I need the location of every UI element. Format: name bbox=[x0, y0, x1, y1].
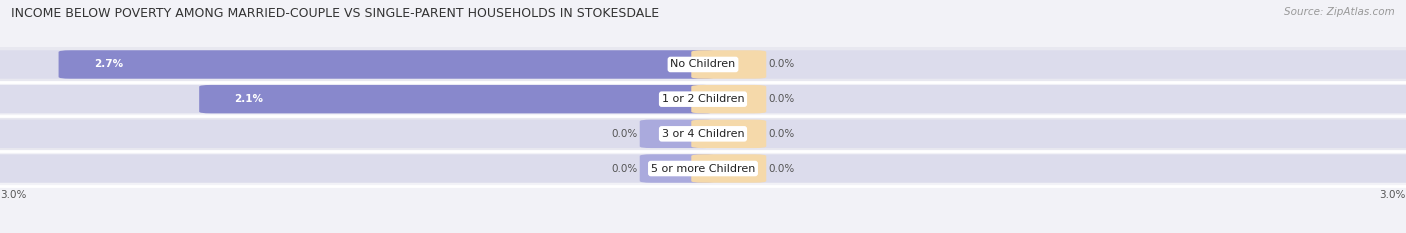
FancyBboxPatch shape bbox=[692, 154, 766, 183]
Text: 0.0%: 0.0% bbox=[769, 94, 794, 104]
Text: 1 or 2 Children: 1 or 2 Children bbox=[662, 94, 744, 104]
FancyBboxPatch shape bbox=[692, 154, 1406, 183]
FancyBboxPatch shape bbox=[692, 50, 1406, 79]
Text: 3 or 4 Children: 3 or 4 Children bbox=[662, 129, 744, 139]
Text: 2.1%: 2.1% bbox=[235, 94, 263, 104]
FancyBboxPatch shape bbox=[640, 154, 714, 183]
Text: 5 or more Children: 5 or more Children bbox=[651, 164, 755, 174]
FancyBboxPatch shape bbox=[0, 50, 714, 79]
Text: 2.7%: 2.7% bbox=[94, 59, 122, 69]
FancyBboxPatch shape bbox=[692, 50, 766, 79]
FancyBboxPatch shape bbox=[0, 82, 1406, 116]
FancyBboxPatch shape bbox=[640, 120, 714, 148]
FancyBboxPatch shape bbox=[0, 120, 714, 148]
FancyBboxPatch shape bbox=[0, 154, 714, 183]
FancyBboxPatch shape bbox=[59, 50, 714, 79]
FancyBboxPatch shape bbox=[692, 120, 1406, 148]
FancyBboxPatch shape bbox=[692, 85, 766, 113]
FancyBboxPatch shape bbox=[0, 116, 1406, 151]
FancyBboxPatch shape bbox=[692, 120, 766, 148]
Text: 0.0%: 0.0% bbox=[612, 129, 637, 139]
Text: Source: ZipAtlas.com: Source: ZipAtlas.com bbox=[1284, 7, 1395, 17]
Text: 0.0%: 0.0% bbox=[769, 59, 794, 69]
Text: INCOME BELOW POVERTY AMONG MARRIED-COUPLE VS SINGLE-PARENT HOUSEHOLDS IN STOKESD: INCOME BELOW POVERTY AMONG MARRIED-COUPL… bbox=[11, 7, 659, 20]
FancyBboxPatch shape bbox=[200, 85, 714, 113]
Text: 0.0%: 0.0% bbox=[769, 129, 794, 139]
FancyBboxPatch shape bbox=[0, 151, 1406, 186]
FancyBboxPatch shape bbox=[0, 85, 714, 113]
FancyBboxPatch shape bbox=[0, 47, 1406, 82]
FancyBboxPatch shape bbox=[692, 85, 1406, 113]
Text: 0.0%: 0.0% bbox=[769, 164, 794, 174]
Text: No Children: No Children bbox=[671, 59, 735, 69]
Text: 3.0%: 3.0% bbox=[0, 190, 27, 200]
Text: 3.0%: 3.0% bbox=[1379, 190, 1406, 200]
Text: 0.0%: 0.0% bbox=[612, 164, 637, 174]
